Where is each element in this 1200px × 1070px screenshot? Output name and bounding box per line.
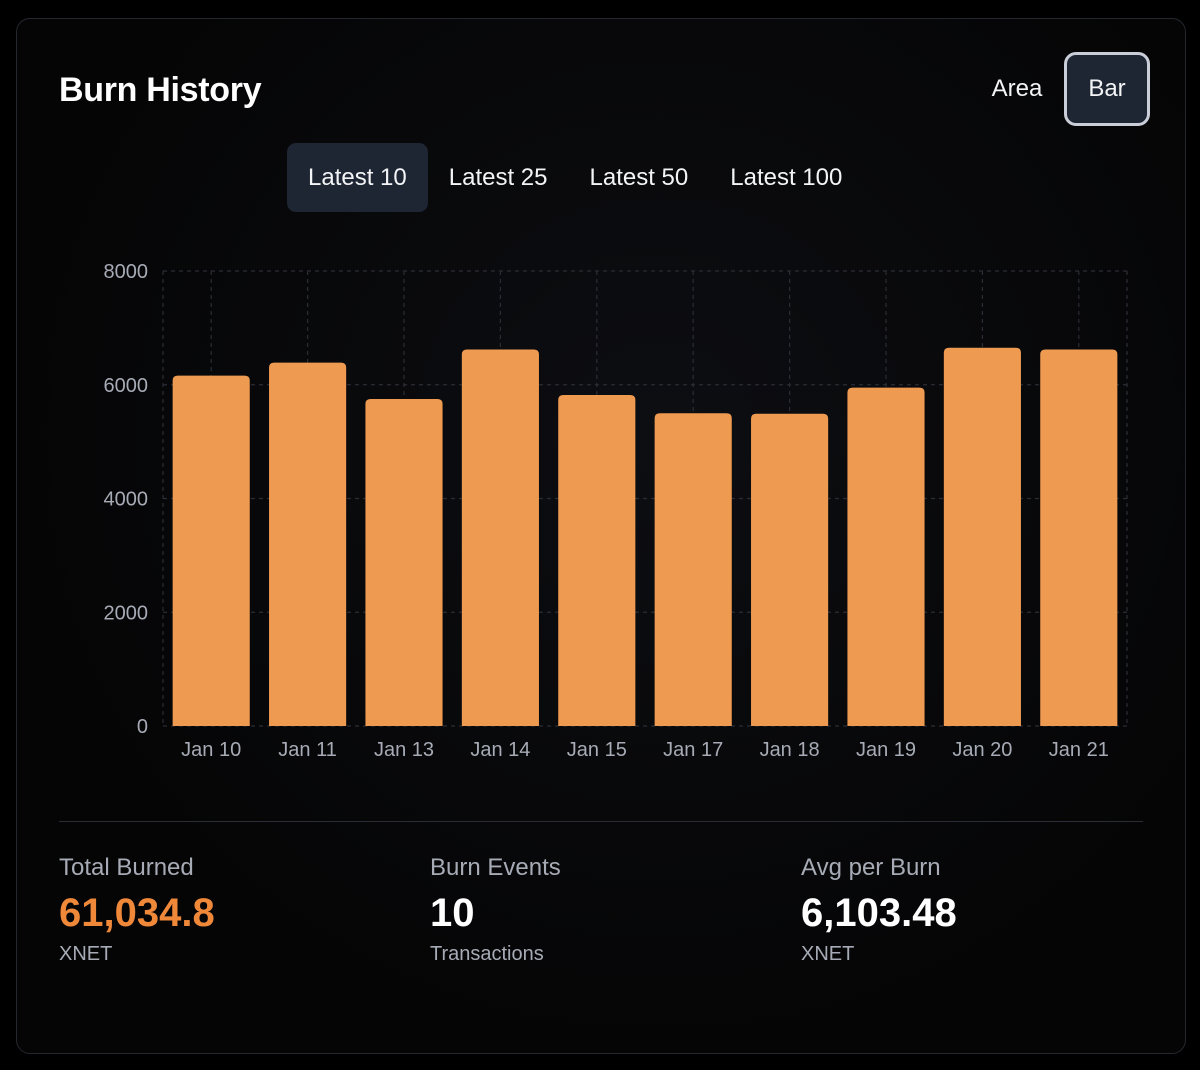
stat-burn-events-label: Burn Events	[430, 854, 561, 881]
stat-burn-events: Burn Events 10 Transactions	[430, 852, 561, 968]
bar-jan-17	[654, 413, 732, 726]
stats-divider	[59, 821, 1143, 822]
stat-burn-events-unit: Transactions	[430, 943, 544, 965]
bar-jan-15	[558, 394, 636, 726]
x-tick-label: Jan 19	[856, 739, 916, 761]
range-latest-100-button[interactable]: Latest 100	[730, 163, 843, 191]
stat-avg-per-burn-label: Avg per Burn	[801, 854, 941, 881]
range-latest-10-button[interactable]: Latest 10	[287, 143, 428, 212]
bar-chart-button[interactable]: Bar	[1064, 52, 1150, 126]
x-tick-label: Jan 20	[952, 739, 1012, 761]
bar-jan-18	[751, 413, 829, 726]
range-latest-50-button[interactable]: Latest 50	[589, 163, 689, 191]
stat-avg-per-burn-value: 6,103.48	[801, 891, 957, 935]
bar-jan-11	[269, 362, 347, 726]
x-tick-label: Jan 11	[278, 739, 337, 761]
x-tick-label: Jan 18	[760, 739, 820, 761]
card-title: Burn History	[59, 71, 262, 109]
bar-jan-19	[847, 387, 925, 726]
stat-total-burned: Total Burned 61,034.8 XNET	[59, 852, 215, 968]
stat-total-burned-label: Total Burned	[59, 854, 194, 881]
stat-avg-per-burn: Avg per Burn 6,103.48 XNET	[801, 852, 957, 968]
x-tick-label: Jan 14	[470, 739, 530, 761]
range-latest-25-button[interactable]: Latest 25	[448, 163, 548, 191]
x-tick-label: Jan 13	[374, 739, 434, 761]
x-tick-label: Jan 10	[181, 739, 241, 761]
bar-jan-21	[1040, 349, 1118, 726]
stat-avg-per-burn-unit: XNET	[801, 943, 855, 965]
stat-total-burned-value: 61,034.8	[59, 891, 215, 935]
bar-jan-14	[461, 349, 539, 726]
area-chart-button[interactable]: Area	[991, 75, 1043, 102]
x-tick-label: Jan 21	[1049, 739, 1109, 761]
chart-type-toggle: Area Bar	[974, 52, 1150, 126]
y-tick-label: 4000	[104, 489, 149, 511]
range-selector: Latest 10 Latest 25 Latest 50 Latest 100	[287, 143, 863, 212]
y-tick-label: 2000	[104, 602, 149, 624]
stat-total-burned-unit: XNET	[59, 943, 113, 965]
y-tick-label: 6000	[104, 375, 149, 397]
y-tick-label: 8000	[104, 261, 149, 283]
bar-jan-20	[943, 347, 1021, 726]
burn-bar-chart: 0 2000 4000 6000 8000 Jan 10 Jan 11 Jan 13 Jan 1…	[104, 261, 1128, 761]
bar-jan-10	[172, 375, 250, 726]
stat-burn-events-value: 10	[430, 891, 475, 935]
bar-jan-13	[365, 398, 443, 726]
x-tick-label: Jan 15	[567, 739, 627, 761]
y-tick-label: 0	[137, 716, 148, 738]
x-tick-label: Jan 17	[663, 739, 723, 761]
